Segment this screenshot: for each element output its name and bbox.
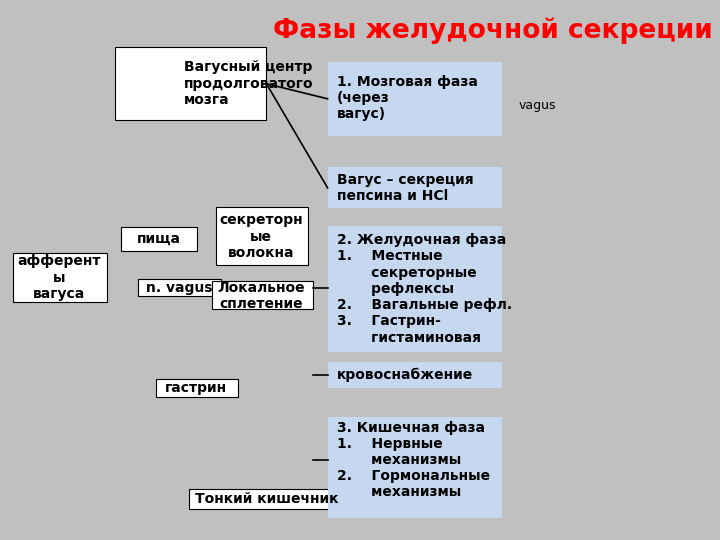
Text: 3. Кишечная фаза
1.    Нервные
       механизмы
2.    Гормональные
       механи: 3. Кишечная фаза 1. Нервные механизмы 2.… bbox=[337, 421, 490, 500]
Bar bbox=[216, 207, 308, 265]
Text: Фазы желудочной секреции: Фазы желудочной секреции bbox=[273, 17, 713, 44]
Text: гастрин: гастрин bbox=[165, 381, 227, 395]
Text: кровоснабжение: кровоснабжение bbox=[337, 368, 473, 382]
Bar bbox=[189, 489, 346, 509]
Text: пища: пища bbox=[136, 232, 181, 246]
Text: Вагус – секреция
пепсина и HCl: Вагус – секреция пепсина и HCl bbox=[337, 173, 474, 203]
Bar bbox=[328, 417, 502, 518]
Bar bbox=[13, 253, 107, 302]
Text: 2. Желудочная фаза
1.    Местные
       секреторные
       рефлексы
2.    Вагаль: 2. Желудочная фаза 1. Местные секреторны… bbox=[337, 233, 512, 345]
Text: Локальное
сплетение: Локальное сплетение bbox=[217, 281, 305, 311]
Bar bbox=[328, 167, 502, 208]
Text: vagus: vagus bbox=[518, 99, 556, 112]
Bar bbox=[115, 47, 266, 120]
Bar bbox=[328, 362, 502, 388]
Text: Тонкий кишечник: Тонкий кишечник bbox=[194, 492, 338, 506]
Bar bbox=[212, 281, 313, 309]
Bar bbox=[121, 227, 197, 251]
Text: n. vagus: n. vagus bbox=[146, 281, 212, 295]
Bar bbox=[328, 226, 502, 352]
Bar bbox=[138, 279, 221, 296]
Bar bbox=[328, 62, 502, 136]
Text: афферент
ы
вагуса: афферент ы вагуса bbox=[17, 254, 101, 301]
Bar bbox=[156, 379, 238, 397]
Text: секреторн
ые
волокна: секреторн ые волокна bbox=[220, 213, 303, 260]
Text: 1. Мозговая фаза
(через
вагус): 1. Мозговая фаза (через вагус) bbox=[337, 75, 478, 122]
Text: Вагусный центр
продолговатого
мозга: Вагусный центр продолговатого мозга bbox=[184, 60, 313, 107]
